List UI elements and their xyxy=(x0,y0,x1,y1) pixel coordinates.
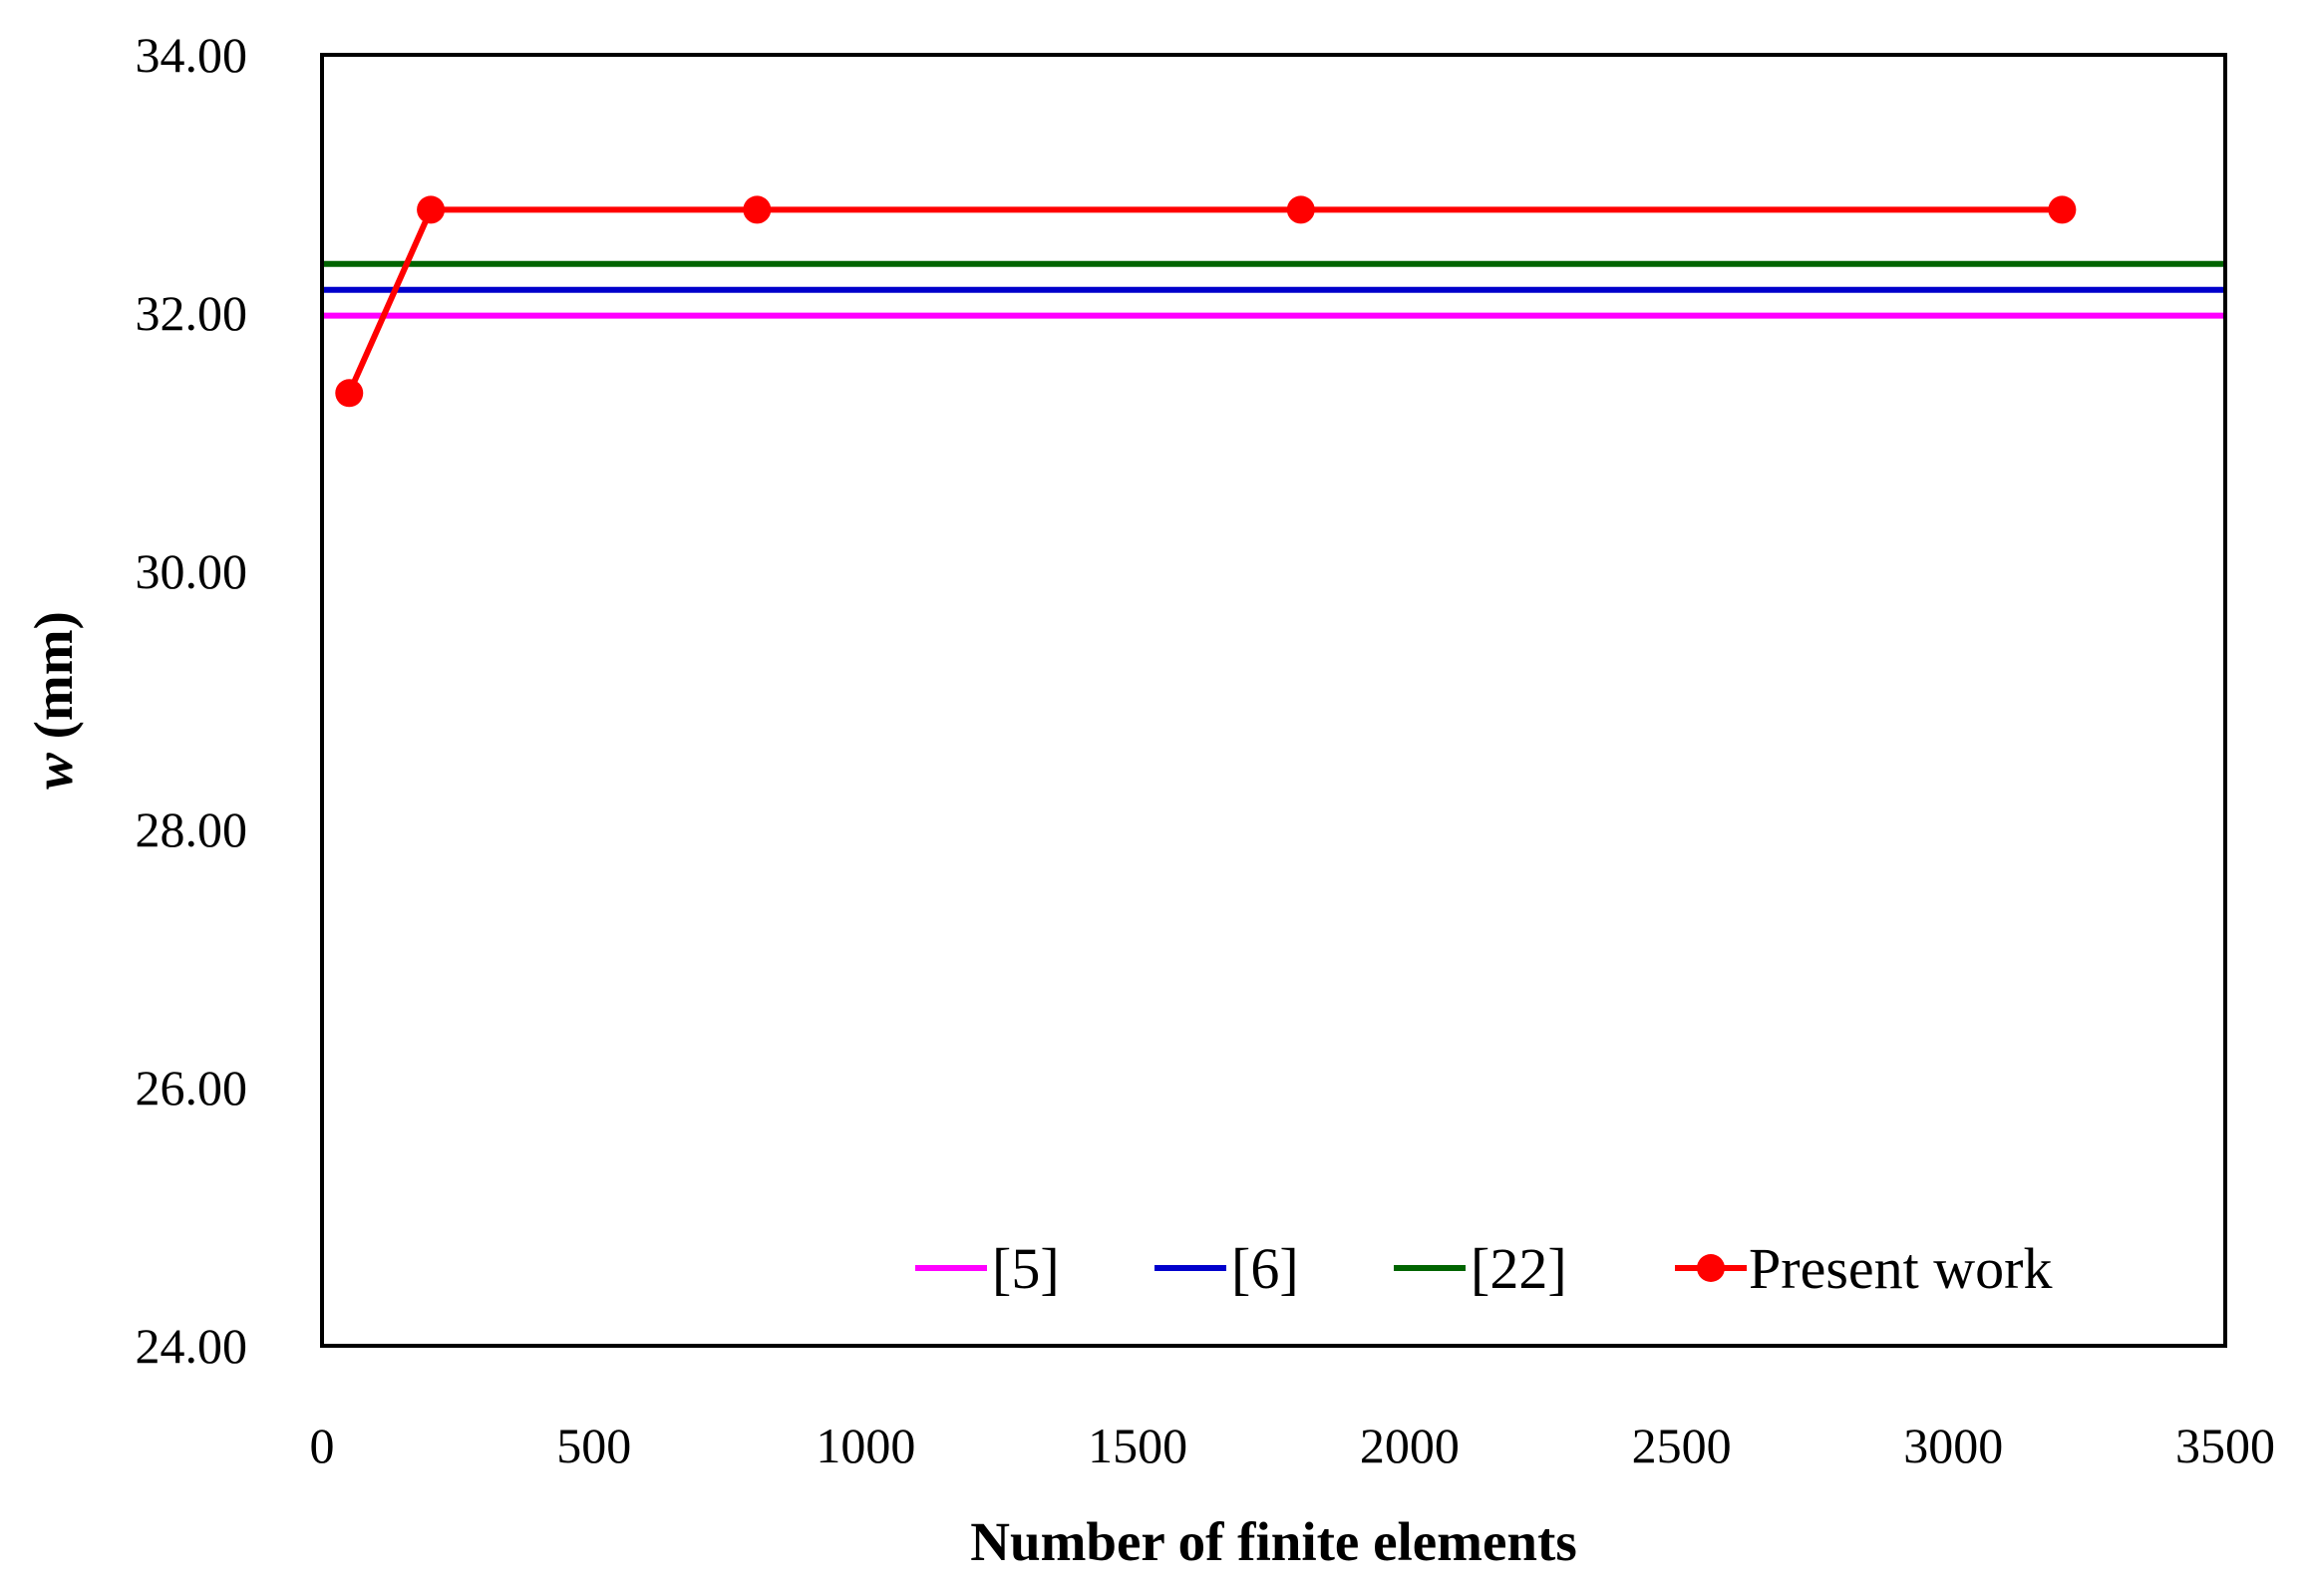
x-tick-label: 1000 xyxy=(816,1418,915,1473)
x-axis-ticks: 0 500 1000 1500 2000 2500 3000 3500 xyxy=(310,1418,2276,1473)
legend-label: [22] xyxy=(1471,1236,1567,1301)
legend-item-6: [6] xyxy=(1154,1236,1299,1301)
y-tick-label: 28.00 xyxy=(136,801,248,857)
x-axis-title: Number of finite elements xyxy=(970,1511,1576,1572)
series-layer xyxy=(322,195,2225,408)
y-tick-label: 34.00 xyxy=(136,27,248,83)
x-tick-label: 2500 xyxy=(1632,1418,1732,1473)
x-tick-label: 2000 xyxy=(1360,1418,1460,1473)
legend-item-5: [5] xyxy=(915,1236,1060,1301)
y-tick-label: 30.00 xyxy=(136,543,248,599)
data-point xyxy=(743,195,772,224)
legend-item-22: [22] xyxy=(1394,1236,1567,1301)
y-axis-variable: w xyxy=(23,753,84,790)
legend: [5] [6] [22] Present work xyxy=(915,1236,2052,1301)
data-point xyxy=(335,379,364,408)
legend-item-present-work: Present work xyxy=(1675,1236,2052,1301)
y-tick-label: 32.00 xyxy=(136,285,248,341)
y-tick-label: 24.00 xyxy=(136,1318,248,1374)
x-tick-label: 3000 xyxy=(1903,1418,2003,1473)
legend-label: Present work xyxy=(1749,1236,2052,1301)
legend-marker xyxy=(1697,1254,1725,1282)
y-axis-unit: (mm) xyxy=(23,611,84,753)
y-axis-ticks: 24.00 26.00 28.00 30.00 32.00 34.00 xyxy=(136,27,248,1374)
data-point xyxy=(417,195,446,224)
legend-label: [6] xyxy=(1231,1236,1299,1301)
x-tick-label: 3500 xyxy=(2175,1418,2275,1473)
legend-label: [5] xyxy=(992,1236,1060,1301)
data-point xyxy=(2048,195,2077,224)
data-point xyxy=(1286,195,1315,224)
plot-area-frame xyxy=(320,53,2227,1348)
series-line-present-work xyxy=(346,206,2063,395)
y-tick-label: 26.00 xyxy=(136,1060,248,1116)
x-tick-label: 500 xyxy=(556,1418,631,1473)
x-tick-label: 1500 xyxy=(1088,1418,1187,1473)
y-axis-title: w (mm) xyxy=(23,611,84,790)
x-tick-label: 0 xyxy=(310,1418,335,1473)
